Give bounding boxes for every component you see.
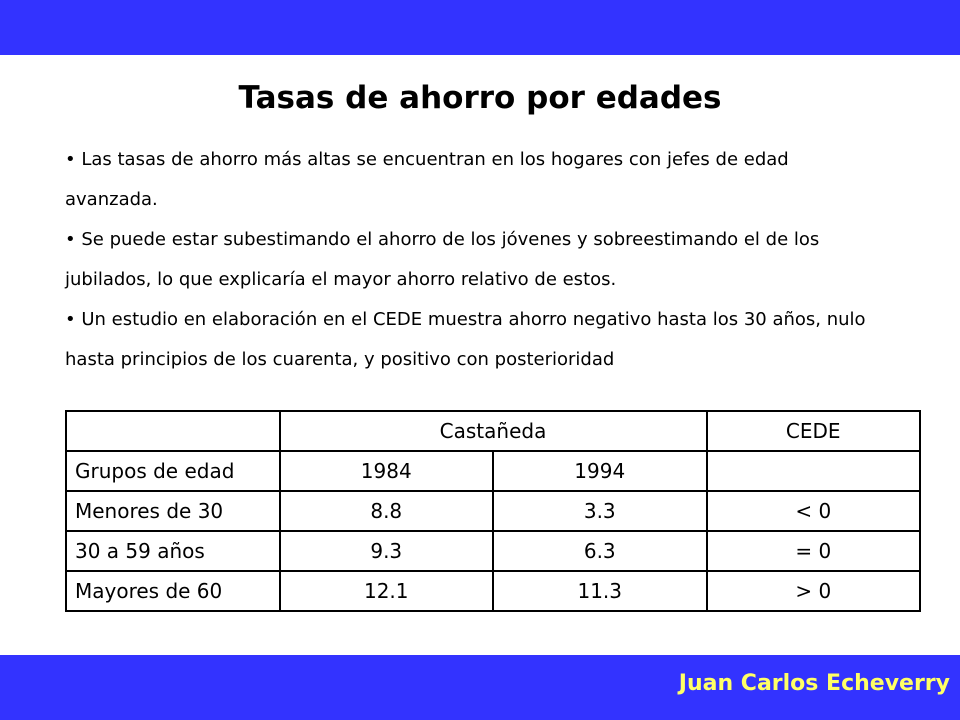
cell: Mayores de 60 [65, 570, 281, 612]
cell: Grupos de edad [65, 450, 281, 492]
cell: 9.3 [278, 530, 494, 572]
cell: = 0 [705, 530, 921, 572]
table: Castañeda CEDE Grupos de edad 1984 1994 … [65, 410, 921, 612]
cell: 11.3 [492, 570, 708, 612]
header-cell: Castañeda [278, 410, 708, 452]
top-bar [0, 0, 960, 55]
bullet: Se puede estar subestimando el ahorro de… [65, 220, 885, 300]
cell: Menores de 30 [65, 490, 281, 532]
row: Menores de 30 8.8 3.3 < 0 [65, 490, 921, 532]
cell: 8.8 [278, 490, 494, 532]
bullet-list: Las tasas de ahorro más altas se encuent… [65, 140, 885, 380]
subheader-row: Grupos de edad 1984 1994 [65, 450, 921, 492]
row: Mayores de 60 12.1 11.3 > 0 [65, 570, 921, 612]
bullet: Un estudio en elaboración en el CEDE mue… [65, 300, 885, 380]
author: Juan Carlos Echeverry [678, 671, 950, 696]
cell: 6.3 [492, 530, 708, 572]
cell: 3.3 [492, 490, 708, 532]
cell: 30 a 59 años [65, 530, 281, 572]
bottom-bar: Juan Carlos Echeverry [0, 655, 960, 720]
cell: > 0 [705, 570, 921, 612]
header-cell: CEDE [705, 410, 921, 452]
row: 30 a 59 años 9.3 6.3 = 0 [65, 530, 921, 572]
cell [65, 410, 281, 452]
header-row: Castañeda CEDE [65, 410, 921, 452]
cell: 1984 [278, 450, 494, 492]
bullet: Las tasas de ahorro más altas se encuent… [65, 140, 885, 220]
cell [705, 450, 921, 492]
cell: 12.1 [278, 570, 494, 612]
title: Tasas de ahorro por edades [238, 80, 722, 116]
cell: 1994 [492, 450, 708, 492]
cell: < 0 [705, 490, 921, 532]
